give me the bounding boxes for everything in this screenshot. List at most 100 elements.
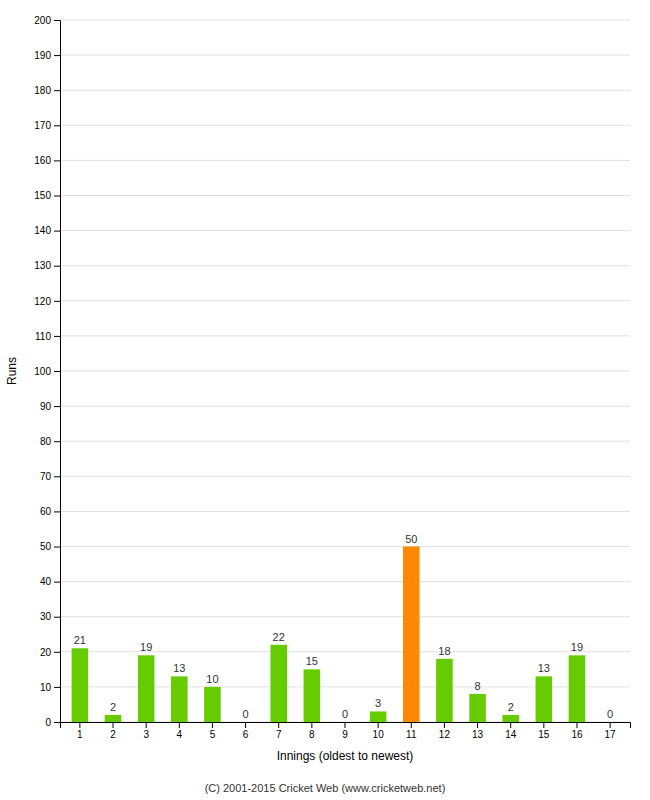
y-tick-mark [54,476,60,477]
y-tick: 160 [34,155,60,166]
x-tick: 14 [505,722,517,740]
data-label: 13 [173,662,185,674]
y-axis: 0102030405060708090100110120130140150160… [34,15,60,728]
bar [602,722,619,723]
y-tick: 140 [34,225,60,236]
y-tick: 180 [34,85,60,96]
grid-line [60,581,630,582]
grid-line [60,230,630,231]
bar [171,676,188,722]
y-tick-mark [54,55,60,56]
x-tick: 2 [110,722,116,740]
data-label: 22 [273,631,285,643]
y-tick-mark [54,20,60,21]
bar [536,676,553,722]
bar [270,645,287,722]
bar [436,659,453,722]
data-label: 2 [110,701,116,713]
x-tick-label: 16 [571,729,583,740]
x-tick-mark [411,722,412,728]
x-axis-line [61,723,631,729]
y-tick-label: 140 [34,225,51,236]
y-tick-mark [54,441,60,442]
bar [337,722,354,723]
x-tick-mark [444,722,445,728]
data-label: 13 [538,662,550,674]
y-tick-mark [54,406,60,407]
y-tick-label: 150 [34,190,51,201]
data-label: 0 [607,708,613,720]
x-tick-mark [576,722,577,728]
y-tick-label: 130 [34,260,51,271]
data-labels: 212191310022150350188213190 [74,533,613,721]
data-label: 8 [474,680,480,692]
y-tick-mark [54,196,60,197]
bar [469,694,486,722]
y-tick-mark [54,687,60,688]
y-tick: 100 [34,366,60,377]
data-label: 21 [74,634,86,646]
grid-line [60,125,630,126]
y-tick-label: 170 [34,120,51,131]
x-tick-mark [212,722,213,728]
x-tick: 13 [472,722,484,740]
y-tick: 170 [34,120,60,131]
y-tick-label: 80 [40,436,52,447]
x-tick: 7 [276,722,282,740]
y-tick-mark [54,652,60,653]
grid-line [60,546,630,547]
x-tick-label: 2 [110,729,116,740]
data-label: 50 [405,533,417,545]
y-tick-mark [54,160,60,161]
x-tick: 16 [571,722,583,740]
y-tick: 80 [40,436,60,447]
y-tick-label: 70 [40,471,52,482]
x-tick-label: 5 [210,729,216,740]
x-tick-label: 11 [406,729,417,740]
bar [105,715,122,722]
y-tick: 70 [40,471,60,482]
x-tick-label: 8 [309,729,315,740]
y-tick-mark [54,336,60,337]
grid-line [60,55,630,56]
x-tick-mark [179,722,180,728]
x-tick-mark [510,722,511,728]
grid-line [60,371,630,372]
y-tick-label: 160 [34,155,51,166]
x-tick: 4 [177,722,183,740]
data-label: 2 [508,701,514,713]
x-tick: 1 [77,722,83,740]
data-label: 15 [306,655,318,667]
x-tick-label: 15 [538,729,550,740]
y-tick-mark [54,371,60,372]
y-tick: 50 [40,541,60,552]
bar [304,669,321,722]
x-tick-label: 6 [243,729,249,740]
grid-line [60,90,630,91]
y-tick-mark [54,266,60,267]
bar [370,711,387,722]
x-tick-label: 3 [143,729,149,740]
grid-line [60,511,630,512]
y-axis-title: Runs [5,357,19,385]
y-tick-label: 100 [34,366,51,377]
y-tick: 150 [34,190,60,201]
y-tick-mark [54,90,60,91]
x-tick: 3 [143,722,149,740]
y-tick: 120 [34,296,60,307]
data-label: 10 [206,673,218,685]
y-tick: 190 [34,50,60,61]
y-tick-label: 30 [40,611,52,622]
y-tick-label: 190 [34,50,51,61]
x-tick-label: 13 [472,729,484,740]
grid-line [60,195,630,196]
grid-line [60,300,630,301]
footer: (C) 2001-2015 Cricket Web (www.cricketwe… [205,782,446,794]
x-tick-label: 1 [77,729,83,740]
y-tick-mark [54,582,60,583]
bar [204,687,221,722]
y-tick-mark [54,617,60,618]
data-label: 19 [571,641,583,653]
x-tick-mark [378,722,379,728]
x-tick-mark [345,722,346,728]
